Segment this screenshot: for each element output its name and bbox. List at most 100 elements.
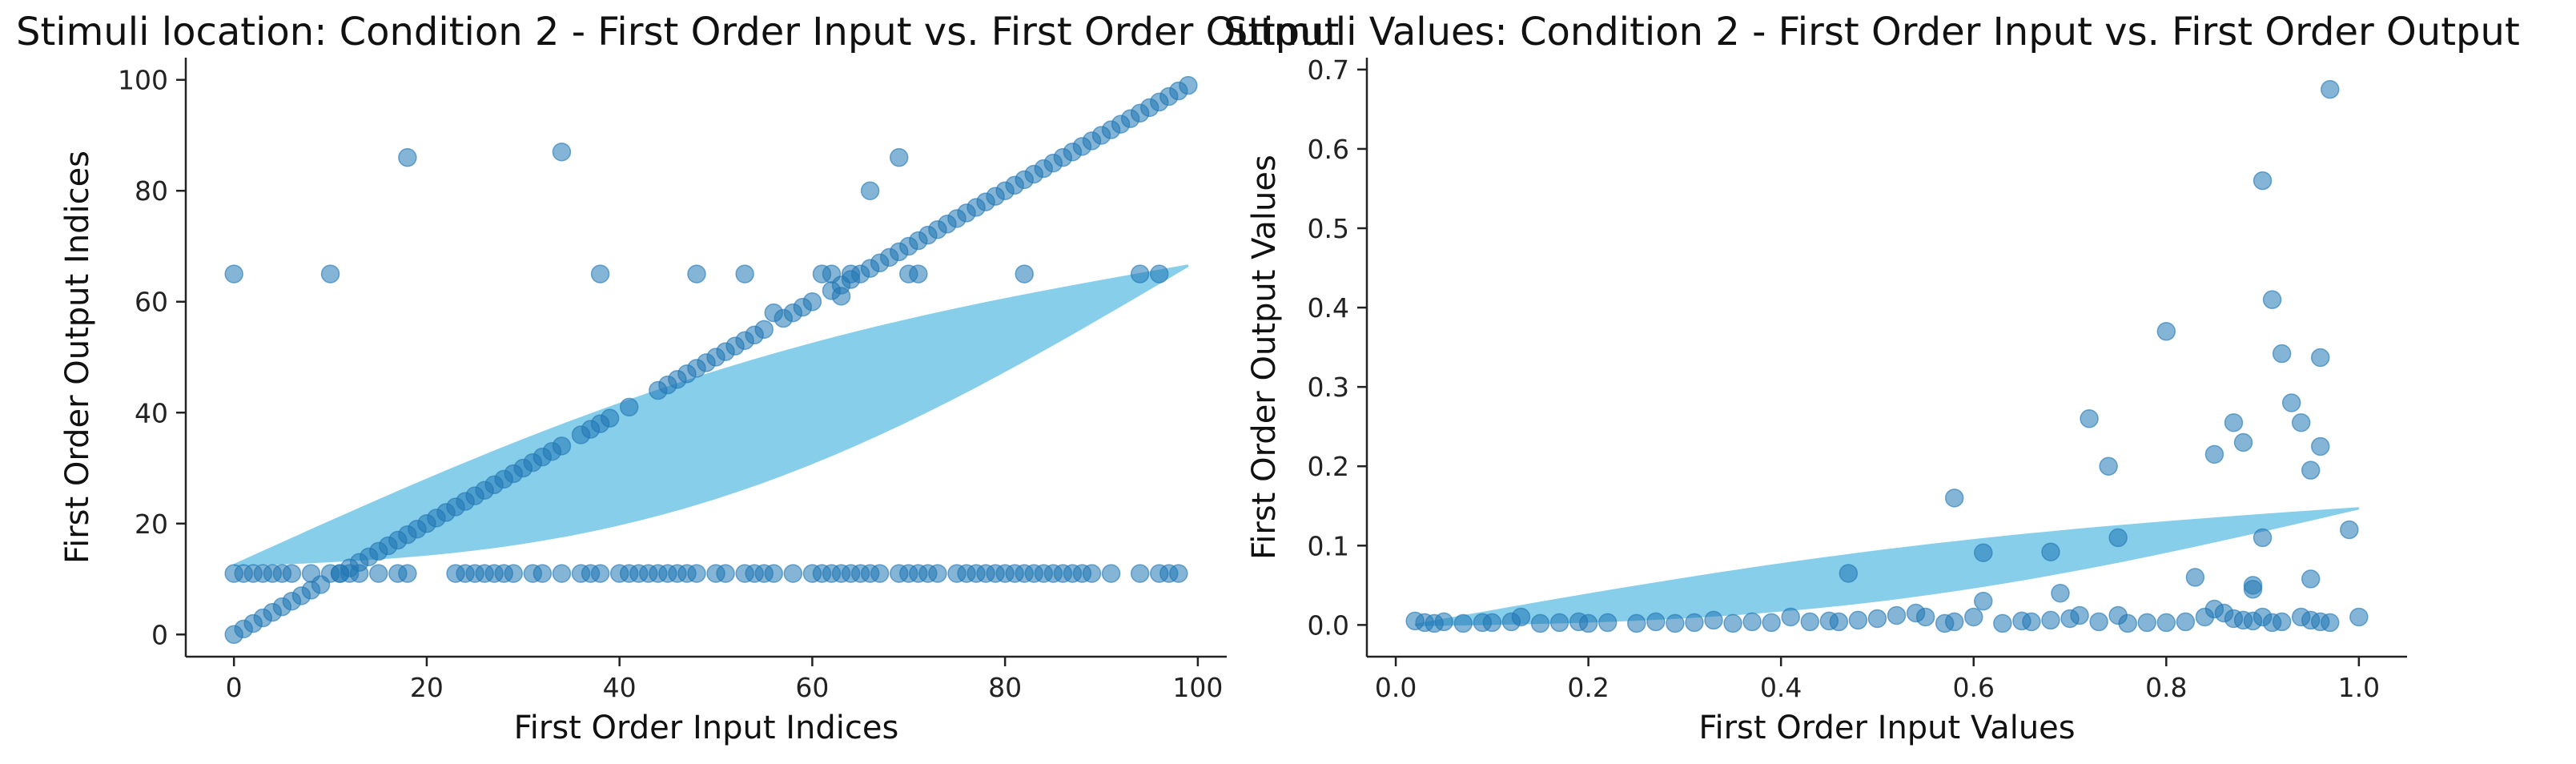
data-point [2321, 79, 2340, 99]
x-tick-label: 80 [988, 672, 1022, 703]
data-point [764, 303, 784, 323]
data-point [2272, 612, 2292, 632]
data-point [1530, 613, 1550, 633]
data-point [1179, 75, 1198, 95]
data-point [600, 408, 620, 428]
data-point [349, 564, 369, 583]
data-point [1130, 264, 1150, 283]
x-axis-label: First Order Input Values [1698, 710, 2075, 746]
data-point [398, 147, 417, 167]
data-point [735, 264, 754, 283]
data-point [1666, 613, 1685, 633]
data-point [2176, 612, 2196, 632]
y-tick-label: 0.0 [1308, 609, 1349, 641]
data-point [2070, 605, 2089, 625]
chart-panel-right: 0.0 0.2 0.4 0.6 0.8 1.0 0.0 0.1 0.2 0.3 0.4 0.5 0.6 0… [1224, 10, 2520, 746]
data-point [1742, 612, 1762, 632]
data-point [2041, 542, 2060, 561]
data-point [716, 564, 735, 583]
data-point [2089, 612, 2108, 632]
data-point [2262, 290, 2282, 309]
data-point [2108, 528, 2128, 548]
data-point [909, 264, 928, 283]
data-point [822, 264, 842, 283]
data-point [1944, 489, 1964, 508]
data-point [1434, 612, 1453, 632]
data-point [398, 564, 417, 583]
data-point [590, 264, 610, 283]
y-tick-label: 0 [151, 619, 168, 650]
data-point [1453, 613, 1473, 633]
data-point [1627, 613, 1646, 633]
data-point [1887, 605, 1907, 625]
x-tick-label: 100 [1172, 672, 1223, 703]
data-point [2041, 610, 2060, 630]
data-point [2185, 568, 2205, 587]
data-point [2118, 613, 2137, 633]
x-tick-label: 0.2 [1567, 672, 1609, 703]
data-point [1723, 613, 1742, 633]
data-point [619, 397, 639, 417]
data-point [764, 564, 784, 583]
data-point [2051, 583, 2070, 603]
chart-title: Stimuli location: Condition 2 - First Or… [16, 10, 1339, 54]
x-tick-label: 40 [603, 672, 637, 703]
data-point [1800, 612, 1820, 632]
data-point [1848, 610, 1868, 630]
data-point [687, 264, 706, 283]
data-point [2233, 432, 2253, 452]
data-point [1082, 564, 1102, 583]
data-point [2224, 412, 2244, 432]
y-tick-label: 20 [135, 509, 168, 540]
data-point [2022, 612, 2041, 632]
y-axis-label: First Order Output Values [1246, 155, 1283, 560]
data-point [2349, 607, 2369, 627]
data-point [1964, 607, 1983, 627]
data-point [368, 564, 388, 583]
data-point [1578, 613, 1598, 633]
data-point [1974, 591, 1993, 611]
data-point [1130, 564, 1150, 583]
data-point [1974, 543, 1993, 562]
data-point [2204, 444, 2224, 464]
y-tick-label: 40 [135, 397, 168, 428]
data-point [2311, 436, 2330, 456]
x-tick-label: 0.6 [1953, 672, 1995, 703]
y-axis-label: First Order Output Indices [59, 151, 96, 564]
data-point [2080, 409, 2099, 428]
data-point [2281, 393, 2301, 412]
y-tick-label: 60 [135, 287, 168, 318]
y-tick-label: 0.6 [1308, 134, 1349, 165]
data-point [2311, 348, 2330, 368]
data-point [552, 436, 572, 456]
data-point [1829, 612, 1849, 632]
data-point [2137, 613, 2156, 633]
data-point [2340, 520, 2359, 540]
x-tick-label: 60 [795, 672, 829, 703]
data-point [2291, 412, 2311, 432]
data-point [754, 320, 774, 340]
data-point [928, 564, 947, 583]
data-point [2301, 460, 2321, 480]
data-point [552, 142, 572, 162]
data-point [1646, 612, 1666, 632]
scatter-points [1405, 79, 2369, 633]
data-point [1993, 613, 2012, 633]
data-point [802, 292, 822, 312]
y-tick-label: 0.7 [1308, 54, 1349, 86]
x-tick-label: 0 [226, 672, 243, 703]
y-tick-label: 0.2 [1308, 451, 1349, 482]
data-point [1101, 564, 1121, 583]
x-axis-label: First Order Input Indices [514, 710, 899, 746]
data-point [1685, 613, 1704, 633]
data-point [2099, 456, 2118, 476]
data-point [2272, 344, 2292, 364]
data-point [224, 264, 243, 283]
chart-panel-left: 0 20 40 60 80 100 0 20 40 60 80 100 First Order Inpu… [16, 10, 1339, 746]
data-point [1511, 607, 1531, 627]
data-point [552, 564, 572, 583]
x-tick-label: 1.0 [2338, 672, 2380, 703]
data-point [870, 564, 890, 583]
data-point [2321, 613, 2340, 633]
